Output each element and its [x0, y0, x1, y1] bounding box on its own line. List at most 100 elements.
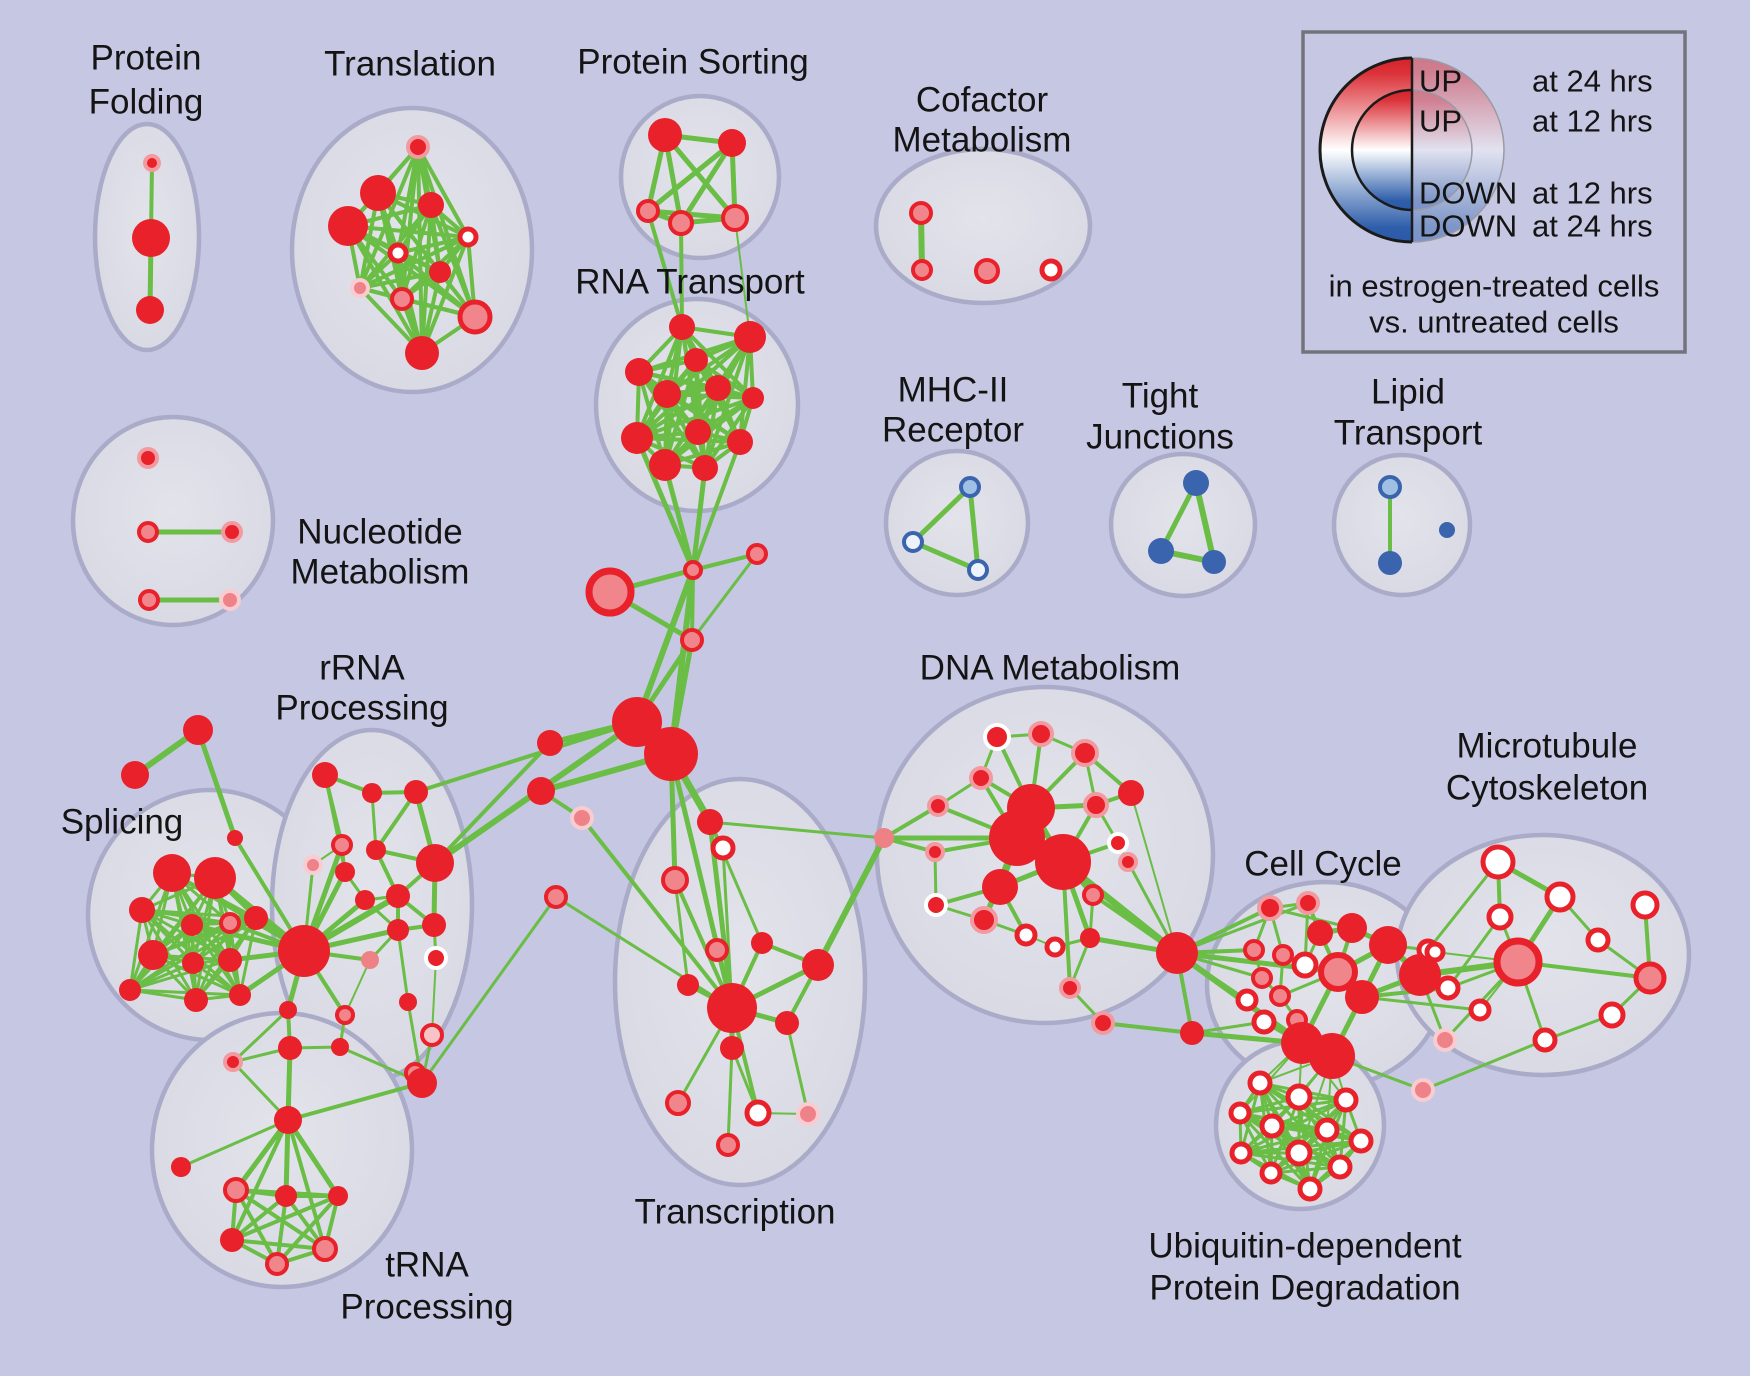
edge-s7-s12 [151, 953, 242, 997]
node-cc10 [1272, 944, 1294, 966]
node-mt10 [1532, 1027, 1558, 1053]
node-tr11 [405, 336, 439, 370]
node-ub7 [1348, 1128, 1374, 1154]
node-tj1 [1183, 470, 1209, 496]
node-ub2 [1285, 1083, 1313, 1111]
edge-ps3-rt1 [646, 209, 684, 329]
cluster-label-dna_metabolism: DNA Metabolism [920, 649, 1181, 688]
node-rt4 [684, 348, 708, 372]
node-r11 [387, 919, 409, 941]
edge-tn4-tn7 [275, 1194, 340, 1266]
edge-cc18-mt11 [1360, 995, 1482, 1012]
node-nm5 [219, 589, 241, 611]
node-tn0 [274, 1106, 302, 1134]
node-d2 [1028, 721, 1054, 747]
node-mt8 [1633, 961, 1667, 995]
legend-up-24-label: UP [1419, 64, 1462, 99]
edge-cc22-mt10 [1421, 1038, 1547, 1092]
node-sb [121, 761, 149, 789]
node-r7 [366, 840, 386, 860]
edge-tr3-tr10 [429, 203, 477, 319]
node-l1 [665, 1090, 691, 1116]
cluster-label-tight_junctions-line2: Junctions [1086, 418, 1234, 457]
node-r15 [399, 993, 417, 1011]
legend-outer-right-arc [1411, 57, 1505, 243]
edge-t2-t8 [721, 846, 734, 1010]
edge-ub7-ub11 [1269, 1139, 1363, 1175]
node-d21 [1091, 1011, 1115, 1035]
node-mt11 [1468, 998, 1492, 1022]
node-d22 [1059, 977, 1081, 999]
edge-mh2-mh3 [910, 539, 981, 573]
node-c2 [746, 543, 768, 565]
node-r1 [312, 762, 338, 788]
edge-mh1-mh2 [910, 484, 973, 545]
legend-outer-left-arc [1318, 56, 1413, 244]
node-s7 [138, 940, 168, 970]
legend-up-12-time: at 12 hrs [1532, 104, 1653, 139]
node-cf3 [974, 258, 1000, 284]
node-t5 [751, 932, 773, 954]
node-d16 [924, 893, 948, 917]
node-d9 [989, 810, 1045, 866]
edge-s3-s9 [140, 908, 232, 962]
edge-tr5-tr8 [358, 235, 470, 290]
node-d10 [1035, 834, 1091, 890]
cluster-label-cofactor_metabolism-line2: Metabolism [893, 121, 1072, 160]
edge-d21-b2 [1101, 1021, 1194, 1035]
node-rt9 [685, 419, 711, 445]
cluster-label-mhc_ii_receptor-line2: Receptor [882, 411, 1024, 450]
cluster-label-protein_folding-line1: Protein [91, 39, 202, 78]
node-t4 [705, 938, 729, 962]
node-c5 [612, 697, 662, 747]
node-ps4 [668, 210, 694, 236]
edge-c10-r20 [420, 895, 558, 1085]
edge-t1-f1 [708, 820, 886, 840]
cluster-label-layer: Protein Folding Translation Protein Sorting… [61, 39, 1648, 1327]
node-tn5 [220, 1228, 244, 1252]
edge-d4-b1 [1130, 792, 1178, 954]
edge-c2-c4 [690, 552, 759, 642]
edge-r20-tn0 [286, 1081, 424, 1122]
node-lp1 [1378, 475, 1402, 499]
node-ub12 [1297, 1176, 1323, 1202]
node-c1 [683, 560, 703, 580]
node-mh2 [902, 531, 924, 553]
cluster-label-tight_junctions-line1: Tight [1122, 377, 1199, 416]
node-d13 [1107, 832, 1129, 854]
node-mt2 [1544, 881, 1576, 913]
edge-tr4-tr11 [346, 224, 424, 355]
node-cc22 [1411, 1078, 1435, 1102]
edge-cc20-mt1 [1426, 860, 1500, 952]
edge-s9-s10 [128, 958, 232, 992]
node-tj3 [1202, 550, 1226, 574]
node-tr5 [457, 226, 479, 248]
node-q2 [279, 1001, 297, 1019]
node-tn3 [275, 1185, 297, 1207]
node-s1 [153, 854, 191, 892]
cluster-label-lipid_transport-line2: Transport [1334, 414, 1483, 453]
cluster-label-nucleotide_metabolism-line2: Metabolism [291, 553, 470, 592]
node-rt7 [742, 387, 764, 409]
edge-c7-r8 [433, 741, 552, 865]
node-r10 [355, 890, 375, 910]
node-t7 [677, 974, 699, 996]
node-sc [227, 830, 243, 846]
node-rt8 [621, 422, 653, 454]
edge-ps2-ps3 [645, 140, 735, 214]
node-c8 [527, 777, 555, 805]
node-cc14 [1251, 1009, 1277, 1035]
node-tr4 [328, 206, 368, 246]
cluster-label-microtubule_cytoskeleton-line2: Cytoskeleton [1446, 769, 1648, 808]
node-mt3 [1486, 903, 1514, 931]
node-rt1 [669, 314, 695, 340]
edge-rt7-rt8 [635, 396, 755, 440]
node-tr7 [429, 261, 451, 283]
node-d7 [925, 842, 945, 862]
node-r18 [331, 1038, 349, 1056]
node-s11 [184, 988, 208, 1012]
edge-cc21-mt3 [1446, 915, 1502, 990]
node-l4 [716, 1133, 740, 1157]
edge-tn4-tn5 [230, 1194, 340, 1242]
node-ub10 [1327, 1154, 1353, 1180]
